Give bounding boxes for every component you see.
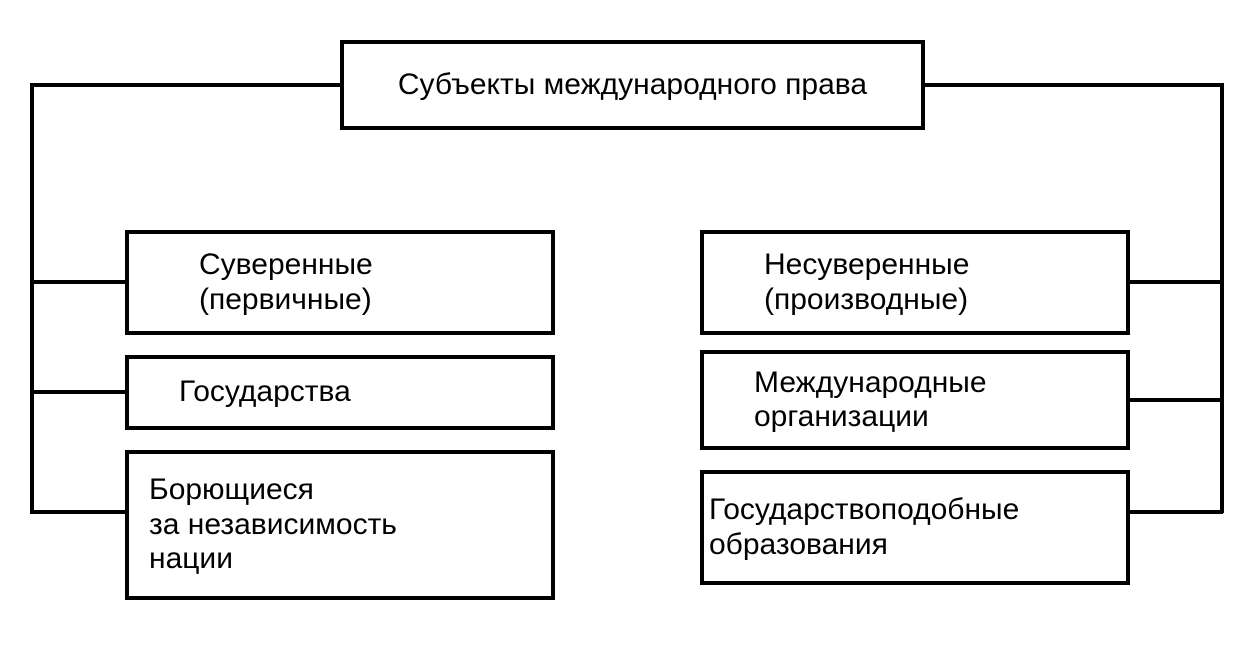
connector-left-h1 bbox=[30, 280, 125, 284]
root-node: Субъекты международного права bbox=[340, 40, 925, 130]
connector-left-h2 bbox=[30, 390, 125, 394]
connector-right-h1 bbox=[1130, 280, 1223, 284]
right-branch-item-2: Государствоподобныеобразования bbox=[700, 470, 1130, 585]
left-branch-item-2-label: Борющиесяза независимостьнации bbox=[149, 473, 397, 577]
right-branch-item-1: Международныеорганизации bbox=[700, 350, 1130, 450]
connector-left-h3 bbox=[30, 510, 125, 514]
left-branch-header: Суверенные(первичные) bbox=[125, 230, 555, 335]
right-branch-item-2-label: Государствоподобныеобразования bbox=[709, 493, 1019, 562]
diagram-canvas: Субъекты международного права Суверенные… bbox=[0, 0, 1260, 648]
right-branch-header-label: Несуверенные(производные) bbox=[764, 248, 969, 317]
right-branch-item-1-label: Международныеорганизации bbox=[754, 366, 987, 435]
root-node-label: Субъекты международного права bbox=[398, 68, 867, 103]
connector-right-h3 bbox=[1130, 510, 1223, 514]
left-branch-header-label: Суверенные(первичные) bbox=[199, 248, 373, 317]
left-branch-item-1: Государства bbox=[125, 355, 555, 430]
right-branch-header: Несуверенные(производные) bbox=[700, 230, 1130, 335]
left-branch-item-2: Борющиесяза независимостьнации bbox=[125, 450, 555, 600]
connector-left-v bbox=[30, 83, 34, 513]
connector-right-h2 bbox=[1130, 398, 1223, 402]
connector-right-v bbox=[1220, 83, 1224, 513]
connector-top-h-right bbox=[925, 83, 1223, 87]
left-branch-item-1-label: Государства bbox=[179, 375, 351, 410]
connector-top-h-left bbox=[30, 83, 340, 87]
